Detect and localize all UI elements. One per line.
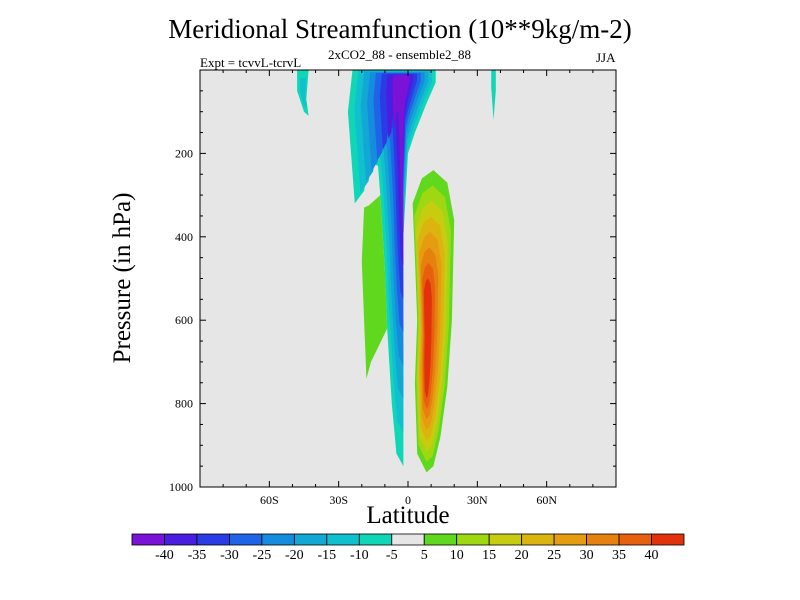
x-tick-label: 0 bbox=[405, 493, 411, 507]
contour-band-4-0 bbox=[361, 195, 388, 379]
contour-band-1-1 bbox=[300, 77, 307, 108]
colorbar-label: -5 bbox=[386, 548, 398, 563]
contour-band-2-0 bbox=[491, 70, 496, 120]
x-axis-label: Latitude bbox=[366, 502, 450, 529]
colorbar-swatch bbox=[261, 533, 295, 546]
colorbar-swatch bbox=[391, 533, 425, 546]
colorbar-swatch bbox=[651, 533, 685, 546]
contour-band-0-7 bbox=[392, 75, 410, 232]
chart-title: Meridional Streamfunction (10**9kg/m-2) bbox=[168, 14, 632, 44]
colorbar-label: -20 bbox=[285, 548, 304, 563]
colorbar-swatch bbox=[456, 533, 490, 546]
y-tick-label: 600 bbox=[175, 313, 193, 327]
colorbar-swatch bbox=[521, 533, 555, 546]
colorbar-swatch bbox=[164, 533, 198, 546]
colorbar-label: 40 bbox=[645, 548, 659, 563]
colorbar-swatch bbox=[488, 533, 523, 546]
colorbar-label: 5 bbox=[421, 548, 428, 563]
y-tick-label: 200 bbox=[175, 146, 193, 160]
colorbar-label: -10 bbox=[350, 548, 369, 563]
experiment-label: Expt = tcvvL-tcrvL bbox=[200, 55, 302, 70]
colorbar-swatch bbox=[586, 533, 620, 546]
x-tick-label: 60N bbox=[536, 493, 557, 507]
contour-fields bbox=[297, 70, 496, 473]
colorbar-swatch bbox=[618, 533, 652, 546]
colorbar-swatch bbox=[326, 533, 360, 546]
contour-band-0-6 bbox=[386, 74, 414, 266]
colorbar-swatch bbox=[196, 533, 230, 546]
season-label: JJA bbox=[596, 50, 616, 65]
colorbar-label: 25 bbox=[547, 548, 561, 563]
colorbar-label: 35 bbox=[612, 548, 626, 563]
colorbar-label: 15 bbox=[482, 548, 496, 563]
colorbar-label: -35 bbox=[188, 548, 207, 563]
colorbar-label: 10 bbox=[450, 548, 464, 563]
colorbar-swatch bbox=[229, 533, 263, 546]
colorbar-label: 30 bbox=[580, 548, 594, 563]
x-tick-label: 60S bbox=[260, 493, 279, 507]
colorbar-label: 20 bbox=[515, 548, 529, 563]
colorbar: -40 -35 -30 -25 -20 -15 -10 -5 5 10 15 20 25 30 35 40 bbox=[131, 533, 685, 563]
colorbar-swatch bbox=[423, 533, 458, 546]
colorbar-swatch bbox=[358, 533, 393, 546]
axes: 60S 30S 0 30N 60N 200 400 600 800 1000 bbox=[169, 70, 616, 507]
x-tick-label: 30N bbox=[467, 493, 488, 507]
colorbar-swatch bbox=[131, 533, 165, 546]
comparison-label: 2xCO2_88 - ensemble2_88 bbox=[328, 47, 471, 62]
contour-band-3-7 bbox=[423, 278, 432, 399]
colorbar-label: -30 bbox=[220, 548, 239, 563]
x-tick-label: 30S bbox=[329, 493, 348, 507]
colorbar-label: -25 bbox=[253, 548, 272, 563]
y-tick-label: 1000 bbox=[169, 480, 193, 494]
y-tick-label: 400 bbox=[175, 230, 193, 244]
y-tick-label: 800 bbox=[175, 397, 193, 411]
colorbar-label: -15 bbox=[317, 548, 336, 563]
colorbar-swatch bbox=[293, 533, 328, 546]
colorbar-swatch bbox=[553, 533, 587, 546]
colorbar-label: -40 bbox=[155, 548, 174, 563]
